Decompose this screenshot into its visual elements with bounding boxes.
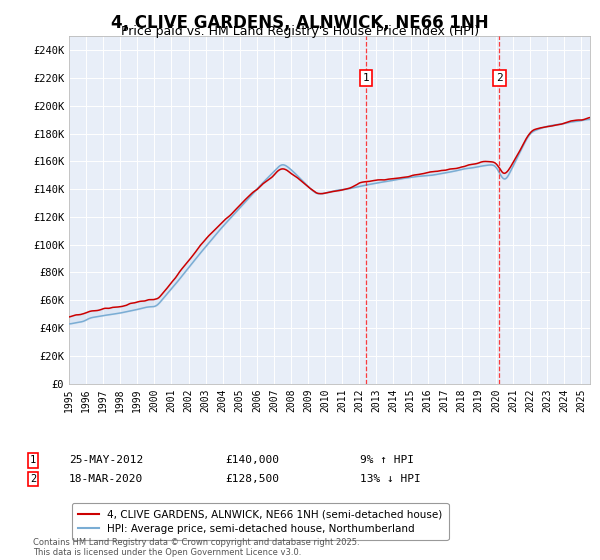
Text: Price paid vs. HM Land Registry's House Price Index (HPI): Price paid vs. HM Land Registry's House … xyxy=(121,25,479,38)
Text: 4, CLIVE GARDENS, ALNWICK, NE66 1NH: 4, CLIVE GARDENS, ALNWICK, NE66 1NH xyxy=(111,14,489,32)
Text: 13% ↓ HPI: 13% ↓ HPI xyxy=(360,474,421,484)
Text: 9% ↑ HPI: 9% ↑ HPI xyxy=(360,455,414,465)
Text: 1: 1 xyxy=(30,455,36,465)
Legend: 4, CLIVE GARDENS, ALNWICK, NE66 1NH (semi-detached house), HPI: Average price, s: 4, CLIVE GARDENS, ALNWICK, NE66 1NH (sem… xyxy=(71,503,449,540)
Text: 25-MAY-2012: 25-MAY-2012 xyxy=(69,455,143,465)
Text: 2: 2 xyxy=(496,73,503,83)
Text: £140,000: £140,000 xyxy=(225,455,279,465)
Text: Contains HM Land Registry data © Crown copyright and database right 2025.
This d: Contains HM Land Registry data © Crown c… xyxy=(33,538,359,557)
Text: 1: 1 xyxy=(362,73,370,83)
Text: 18-MAR-2020: 18-MAR-2020 xyxy=(69,474,143,484)
Text: £128,500: £128,500 xyxy=(225,474,279,484)
Text: 2: 2 xyxy=(30,474,36,484)
